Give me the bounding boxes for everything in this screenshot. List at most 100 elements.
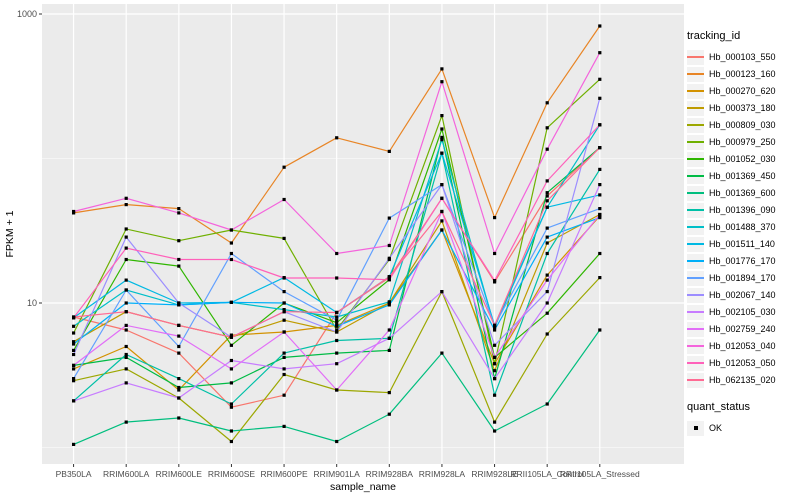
legend-title: tracking_id bbox=[687, 30, 741, 42]
data-point bbox=[335, 338, 339, 343]
data-point bbox=[177, 301, 181, 305]
legend-key-swatch bbox=[687, 100, 704, 116]
legend-item-Hb_002759_240: Hb_002759_240 bbox=[687, 321, 799, 337]
data-point bbox=[282, 236, 286, 240]
data-point bbox=[282, 310, 286, 314]
legend-key-swatch bbox=[687, 66, 704, 82]
data-point bbox=[493, 369, 497, 373]
legend-key-swatch bbox=[687, 83, 704, 99]
legend-key-swatch bbox=[687, 355, 704, 371]
data-point bbox=[335, 321, 339, 325]
data-point bbox=[282, 351, 286, 355]
data-point bbox=[440, 67, 444, 71]
legend-item-Hb_001488_370: Hb_001488_370 bbox=[687, 219, 799, 235]
data-point bbox=[598, 167, 602, 171]
x-tick-label: RRIM928LE bbox=[471, 469, 518, 479]
data-point bbox=[545, 147, 549, 151]
data-point bbox=[335, 328, 339, 332]
legend-item-label: Hb_001488_370 bbox=[709, 222, 776, 232]
data-point bbox=[72, 377, 76, 381]
data-point bbox=[124, 278, 128, 282]
data-point bbox=[335, 324, 339, 328]
quant-legend-title: quant_status bbox=[687, 401, 750, 413]
legend-item-label: Hb_000979_250 bbox=[709, 137, 776, 147]
data-point bbox=[440, 183, 444, 187]
data-point bbox=[493, 343, 497, 347]
data-point bbox=[72, 324, 76, 328]
data-point bbox=[72, 352, 76, 357]
legend-key-swatch bbox=[687, 117, 704, 133]
data-point bbox=[229, 228, 233, 232]
legend-item-Hb_001369_600: Hb_001369_600 bbox=[687, 185, 799, 201]
x-tick-label: RRIM600LE bbox=[156, 469, 203, 479]
data-point bbox=[72, 315, 76, 319]
legend-item-label: Hb_001396_090 bbox=[709, 205, 776, 215]
x-tick-label: RRIM600LA bbox=[103, 469, 150, 479]
legend-item-label: Hb_001369_450 bbox=[709, 171, 776, 181]
data-point bbox=[282, 165, 286, 169]
data-point bbox=[545, 235, 549, 239]
data-point bbox=[440, 228, 444, 232]
data-point bbox=[493, 251, 497, 256]
data-point bbox=[335, 251, 339, 256]
legend-key-swatch bbox=[687, 219, 704, 235]
data-point bbox=[493, 325, 497, 329]
data-point bbox=[229, 381, 233, 385]
legend-key-swatch bbox=[687, 321, 704, 337]
data-point bbox=[72, 342, 76, 346]
legend-item-label: Hb_012053_040 bbox=[709, 341, 776, 351]
data-point bbox=[493, 216, 497, 220]
legend-item-Hb_000373_180: Hb_000373_180 bbox=[687, 100, 799, 116]
legend-item-Hb_002067_140: Hb_002067_140 bbox=[687, 287, 799, 303]
data-point bbox=[72, 442, 76, 446]
data-point bbox=[545, 241, 549, 245]
legend-key-swatch bbox=[687, 236, 704, 252]
data-point bbox=[545, 402, 549, 406]
data-point bbox=[124, 344, 128, 349]
legend-item-label: Hb_000373_180 bbox=[709, 103, 776, 113]
data-point bbox=[598, 207, 602, 211]
legend-key-swatch bbox=[687, 253, 704, 269]
data-point bbox=[124, 257, 128, 262]
data-point bbox=[493, 323, 497, 327]
plot-panel bbox=[42, 4, 684, 464]
data-point bbox=[335, 388, 339, 392]
legend-item-Hb_000979_250: Hb_000979_250 bbox=[687, 134, 799, 150]
data-point bbox=[72, 348, 76, 352]
data-point bbox=[545, 199, 549, 203]
data-point bbox=[124, 355, 128, 359]
x-tick-label: RRIM928LA bbox=[419, 469, 466, 479]
data-point bbox=[72, 209, 76, 214]
data-point bbox=[598, 51, 602, 55]
data-point bbox=[229, 402, 233, 406]
data-point bbox=[177, 385, 181, 390]
data-point bbox=[177, 323, 181, 327]
data-point bbox=[387, 412, 391, 416]
data-point bbox=[545, 126, 549, 130]
legend-item-Hb_000270_620: Hb_000270_620 bbox=[687, 83, 799, 99]
legend-key-swatch bbox=[687, 304, 704, 320]
data-point bbox=[545, 194, 549, 198]
data-point bbox=[335, 276, 339, 280]
legend-item-Hb_062135_020: Hb_062135_020 bbox=[687, 372, 799, 388]
legend-item-label: Hb_000270_620 bbox=[709, 86, 776, 96]
data-point bbox=[598, 96, 602, 100]
data-point bbox=[229, 367, 233, 371]
legend-item-label: Hb_001894_170 bbox=[709, 273, 776, 283]
data-point bbox=[335, 310, 339, 315]
legend-item-label: Hb_001052_030 bbox=[709, 154, 776, 164]
data-point bbox=[387, 243, 391, 248]
legend-item-Hb_012053_040: Hb_012053_040 bbox=[687, 338, 799, 354]
legend-key-swatch bbox=[687, 270, 704, 286]
data-point bbox=[124, 288, 128, 292]
data-point bbox=[440, 80, 444, 84]
data-point bbox=[124, 310, 128, 314]
data-point bbox=[598, 77, 602, 81]
data-point bbox=[598, 276, 602, 280]
legend-item-Hb_002105_030: Hb_002105_030 bbox=[687, 304, 799, 320]
legend-item-label: Hb_000123_160 bbox=[709, 69, 776, 79]
data-point bbox=[545, 311, 549, 315]
data-point bbox=[124, 381, 128, 385]
data-point bbox=[177, 257, 181, 262]
data-point bbox=[598, 183, 602, 187]
